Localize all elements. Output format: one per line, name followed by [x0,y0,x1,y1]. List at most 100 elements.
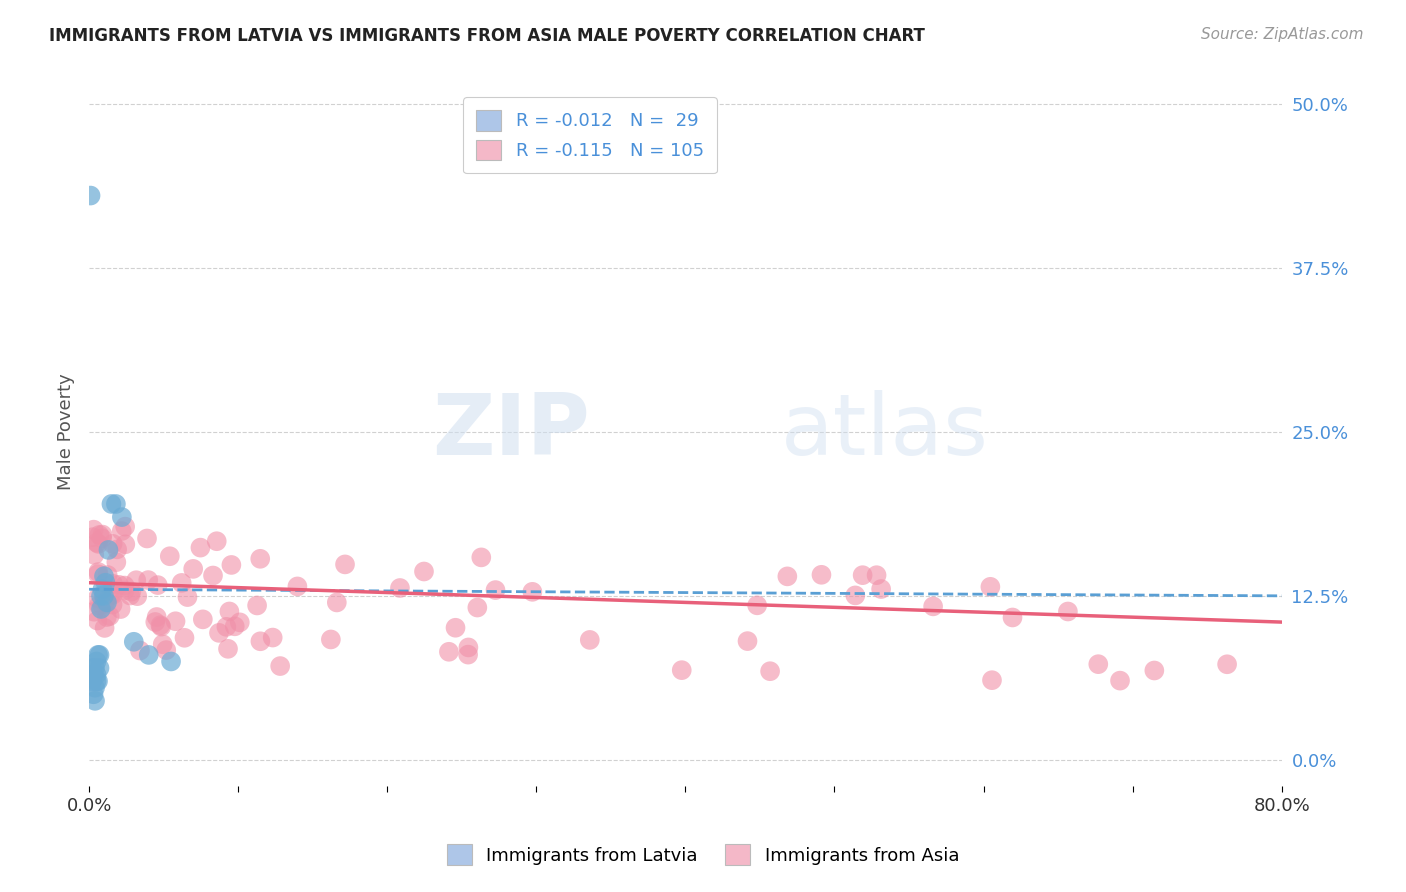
Point [217,641,239,656]
Point [87,567,110,582]
Point [114,583,136,598]
Point [319,632,342,647]
Point [149,618,172,632]
Point [1109,673,1132,688]
Point [246,599,269,613]
Point [852,568,875,582]
Point [86,535,108,549]
Point [262,631,284,645]
Point [152,637,174,651]
Point [457,640,479,655]
Point [160,655,183,669]
Point [870,582,893,596]
Legend: R = -0.012   N =  29, R = -0.115   N = 105: R = -0.012 N = 29, R = -0.115 N = 105 [464,97,717,173]
Legend: Immigrants from Latvia, Immigrants from Asia: Immigrants from Latvia, Immigrants from … [440,837,966,872]
Point [93,621,115,635]
Point [249,551,271,566]
Text: IMMIGRANTS FROM LATVIA VS IMMIGRANTS FROM ASIA MALE POVERTY CORRELATION CHART: IMMIGRANTS FROM LATVIA VS IMMIGRANTS FRO… [49,27,925,45]
Text: Source: ZipAtlas.com: Source: ZipAtlas.com [1201,27,1364,42]
Point [1143,664,1166,678]
Point [159,549,181,564]
Point [776,569,799,583]
Point [87,537,110,551]
Point [1001,610,1024,624]
Point [229,615,252,630]
Point [80,674,103,689]
Point [922,599,945,614]
Point [138,648,160,662]
Point [90,589,112,603]
Point [89,648,111,662]
Point [484,583,506,598]
Point [98,609,121,624]
Point [287,579,309,593]
Point [810,567,832,582]
Point [101,588,124,602]
Point [136,573,159,587]
Point [125,573,148,587]
Point [522,584,544,599]
Point [114,537,136,551]
Point [1057,605,1080,619]
Point [120,589,142,603]
Point [737,634,759,648]
Point [981,673,1004,688]
Point [114,519,136,533]
Point [87,599,110,613]
Point [205,534,228,549]
Point [224,619,246,633]
Point [86,591,108,606]
Point [105,555,128,569]
Point [221,558,243,572]
Point [170,575,193,590]
Point [91,582,114,597]
Point [87,674,110,689]
Point [83,523,105,537]
Y-axis label: Male Poverty: Male Poverty [58,374,75,491]
Point [91,527,114,541]
Point [671,663,693,677]
Point [94,595,117,609]
Point [94,575,117,590]
Point [83,667,105,681]
Point [101,537,124,551]
Point [747,599,769,613]
Point [110,602,132,616]
Point [83,687,105,701]
Point [191,612,214,626]
Point [150,619,173,633]
Point [91,598,114,612]
Point [86,667,108,681]
Point [105,542,128,557]
Point [145,610,167,624]
Point [979,580,1001,594]
Point [101,576,124,591]
Point [89,528,111,542]
Point [1087,657,1109,672]
Point [86,614,108,628]
Point [79,188,101,202]
Point [215,620,238,634]
Point [129,643,152,657]
Point [176,590,198,604]
Point [155,643,177,657]
Point [101,586,124,600]
Point [1216,657,1239,672]
Point [90,602,112,616]
Point [165,614,187,628]
Point [93,589,115,603]
Point [111,510,134,524]
Point [86,674,108,689]
Point [83,548,105,562]
Point [100,497,122,511]
Point [218,604,240,618]
Point [82,530,104,544]
Point [465,600,488,615]
Point [326,595,349,609]
Point [457,648,479,662]
Point [84,694,107,708]
Point [96,595,118,609]
Point [111,524,134,538]
Point [122,634,145,648]
Point [87,565,110,579]
